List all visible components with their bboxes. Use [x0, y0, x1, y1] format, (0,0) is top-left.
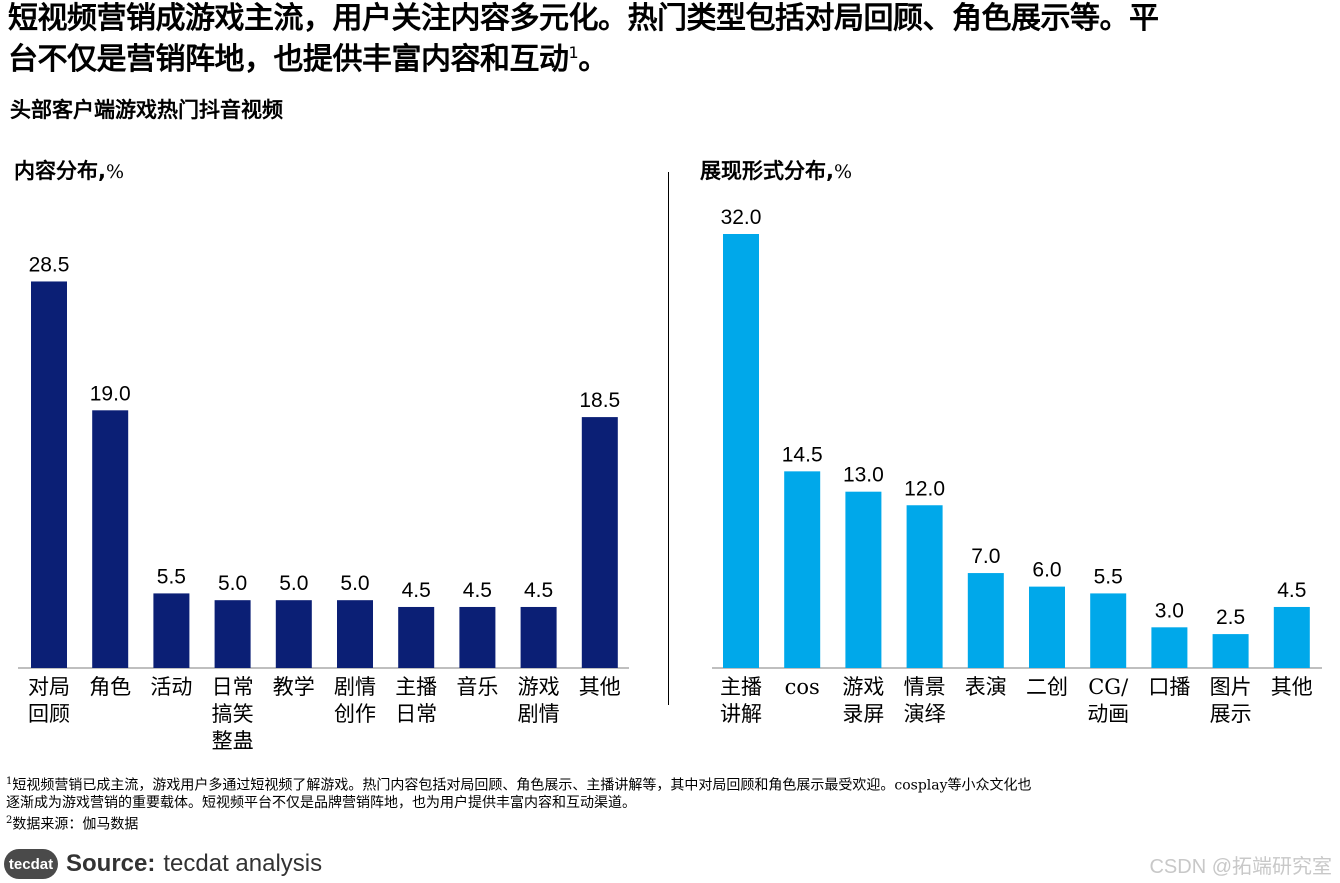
left-bar [581, 417, 618, 668]
right-bar [1090, 593, 1127, 668]
right-category-label: 表演 [965, 675, 1007, 699]
right-category-label: 录屏 [842, 702, 884, 726]
right-bar [1273, 606, 1310, 668]
headline-footnote-mark: 1 [568, 43, 579, 62]
footnote-2-mark: 2 [6, 814, 13, 826]
source-text: tecdat analysis [163, 850, 323, 877]
right-category-label: 展示 [1210, 702, 1252, 726]
left-value-label: 18.5 [579, 389, 620, 412]
left-bar [337, 600, 373, 668]
footnotes: 1短视频营销已成主流，游戏用户多通过短视频了解游戏。热门内容包括对局回顾、角色展… [6, 773, 1336, 833]
right-value-label: 2.5 [1216, 606, 1245, 629]
headline-end: 。 [578, 42, 608, 77]
right-bar [1151, 627, 1188, 668]
left-category-label: 剧情 [518, 702, 560, 726]
right-category-label: 图片 [1210, 675, 1252, 699]
right-bar [723, 234, 759, 668]
right-value-label: 14.5 [782, 443, 823, 466]
left-panel-title: 内容分布,% [14, 155, 124, 185]
left-bar [398, 606, 435, 668]
left-category-label: 创作 [334, 702, 376, 726]
right-value-label: 12.0 [904, 477, 945, 500]
left-category-label: 日常 [212, 675, 254, 699]
right-category-label: 二创 [1026, 675, 1068, 699]
left-value-label: 4.5 [402, 579, 431, 602]
left-value-label: 5.0 [279, 572, 308, 595]
footnote-1-line2: 逐渐成为游戏营销的重要载体。短视频平台不仅是品牌营销阵地，也为用户提供丰富内容和… [6, 794, 636, 811]
right-category-label: 主播 [720, 675, 762, 699]
right-category-label: 口播 [1148, 675, 1190, 699]
left-value-label: 5.5 [157, 565, 186, 588]
headline-line2: 台不仅是营销阵地，也提供丰富内容和互动 [8, 42, 569, 77]
left-bar [214, 600, 251, 668]
left-category-label: 游戏 [518, 675, 560, 699]
footnote-2-text: 数据来源：伽马数据 [12, 816, 139, 833]
right-bar [784, 471, 821, 668]
left-category-label: 教学 [273, 675, 315, 699]
left-category-label: 对局 [28, 675, 70, 699]
left-category-label: 整蛊 [212, 729, 254, 753]
source-line: tecdat Source: tecdat analysis [4, 847, 322, 881]
footnote-1-mark: 1 [6, 776, 13, 787]
left-category-label: 角色 [89, 675, 131, 699]
watermark: CSDN @拓端研究室 [1149, 856, 1332, 878]
right-panel-title: 展现形式分布,% [700, 155, 852, 185]
footnote-1-line1: 短视频营销已成主流，游戏用户多通过短视频了解游戏。热门内容包括对局回顾、角色展示… [12, 777, 1032, 794]
footnote-1: 1短视频营销已成主流，游戏用户多通过短视频了解游戏。热门内容包括对局回顾、角色展… [6, 773, 1336, 795]
left-category-label: 回顾 [28, 702, 70, 726]
right-value-label: 3.0 [1155, 599, 1184, 622]
right-category-label: 游戏 [842, 675, 884, 699]
left-value-label: 4.5 [463, 579, 492, 602]
left-value-label: 4.5 [524, 579, 553, 602]
right-category-label: CG/ [1088, 675, 1129, 699]
left-bar [520, 606, 557, 668]
left-category-label: 音乐 [456, 675, 498, 699]
left-bar [92, 410, 129, 668]
right-bar [1029, 586, 1065, 668]
left-value-label: 5.0 [218, 572, 247, 595]
right-value-label: 7.0 [971, 545, 1000, 568]
right-category-label: 其他 [1271, 675, 1313, 699]
left-bar [275, 600, 312, 668]
right-bar [1212, 634, 1249, 668]
left-bar [459, 606, 496, 668]
right-value-label: 4.5 [1277, 579, 1306, 602]
left-category-label: 主播 [395, 675, 437, 699]
footnote-1-cont: 逐渐成为游戏营销的重要载体。短视频平台不仅是品牌营销阵地，也为用户提供丰富内容和… [6, 795, 1336, 812]
right-value-label: 6.0 [1032, 559, 1061, 582]
right-category-label: 演绎 [904, 702, 946, 726]
right-value-label: 32.0 [721, 206, 762, 229]
left-bar [31, 281, 67, 668]
chart-subtitle: 头部客户端游戏热门抖音视频 [10, 98, 283, 122]
left-category-label: 其他 [579, 675, 621, 699]
right-bar [845, 491, 882, 668]
right-panel-unit: % [833, 161, 853, 183]
footnote-2: 2数据来源：伽马数据 [6, 812, 1336, 834]
source-label: Source: [66, 850, 156, 877]
left-panel-unit: % [105, 161, 125, 183]
right-panel-title-text: 展现形式分布, [700, 159, 834, 183]
left-value-label: 19.0 [90, 382, 131, 405]
left-value-label: 28.5 [29, 253, 70, 276]
right-category-label: 讲解 [720, 702, 762, 726]
right-category-label: cos [785, 675, 820, 699]
right-category-label: 动画 [1087, 702, 1129, 726]
headline: 短视频营销成游戏主流，用户关注内容多元化。热门类型包括对局回顾、角色展示等。平 … [8, 2, 1328, 77]
headline-line1: 短视频营销成游戏主流，用户关注内容多元化。热门类型包括对局回顾、角色展示等。平 [8, 1, 1159, 36]
left-category-label: 剧情 [334, 675, 376, 699]
right-value-label: 5.5 [1094, 565, 1123, 588]
left-category-label: 搞笑 [212, 702, 254, 726]
right-value-label: 13.0 [843, 464, 884, 487]
left-bar [153, 593, 190, 668]
left-panel-title-text: 内容分布, [14, 159, 106, 183]
bar-charts: 28.5对局回顾19.0角色5.5活动5.0日常搞笑整蛊5.0教学5.0剧情创作… [18, 206, 1322, 753]
left-category-label: 日常 [395, 702, 437, 726]
right-category-label: 情景 [904, 675, 946, 699]
right-bar [967, 573, 1004, 668]
tecdat-logo: tecdat [4, 849, 58, 879]
right-bar [906, 505, 943, 668]
panel-divider [668, 172, 669, 705]
left-value-label: 5.0 [340, 572, 369, 595]
left-category-label: 活动 [150, 675, 192, 699]
